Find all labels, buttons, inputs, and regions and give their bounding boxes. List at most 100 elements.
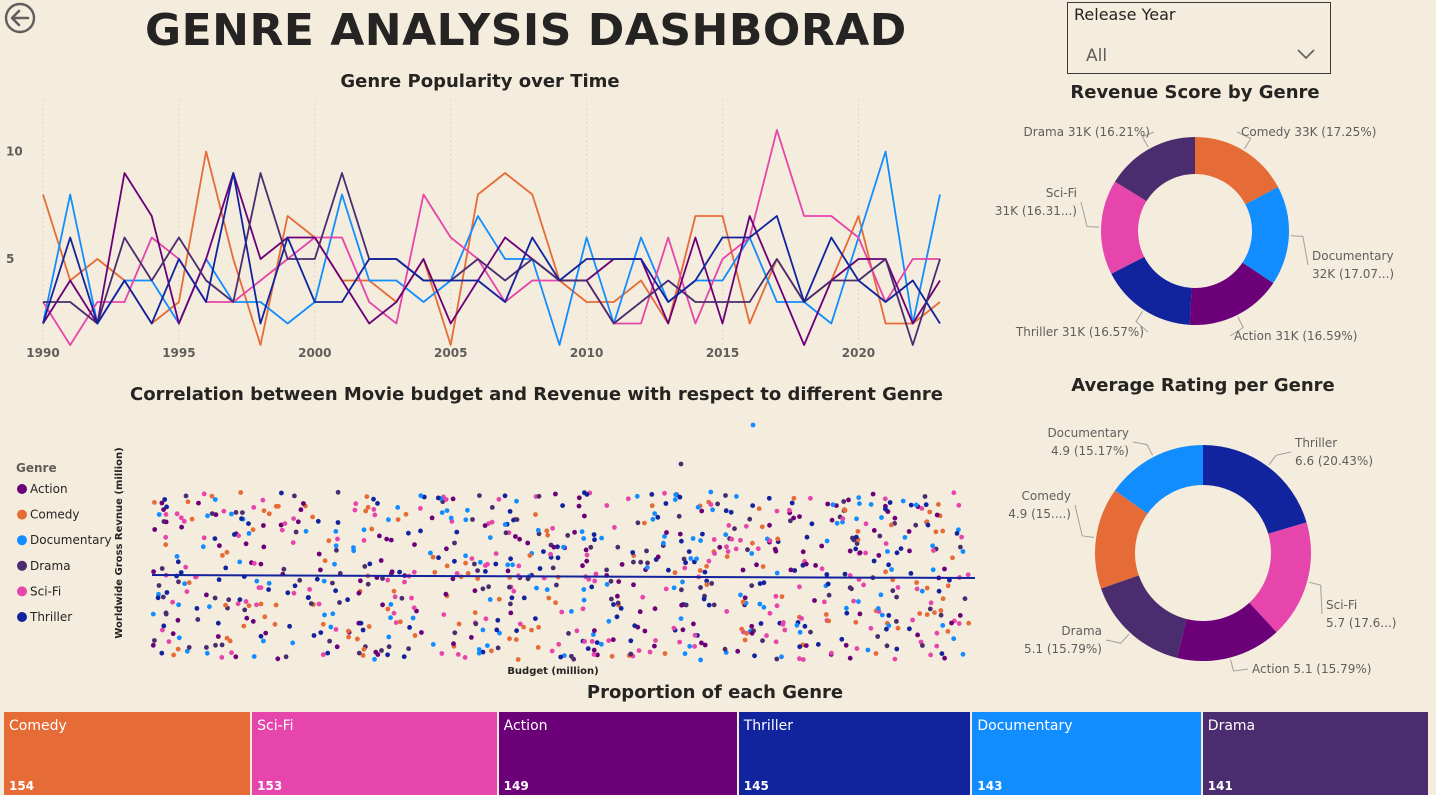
scatter-point bbox=[462, 655, 468, 660]
legend-marker[interactable] bbox=[17, 509, 27, 520]
scatter-point bbox=[842, 508, 848, 513]
treemap-tile-comedy[interactable]: Comedy 154 bbox=[4, 712, 253, 795]
scatter-point bbox=[439, 651, 445, 656]
scatter-point bbox=[886, 623, 892, 628]
scatter-point bbox=[246, 521, 251, 526]
scatter-point bbox=[392, 594, 398, 600]
donut-slice-action bbox=[1189, 262, 1274, 325]
scatter-point bbox=[649, 492, 655, 497]
scatter-point bbox=[362, 564, 368, 569]
legend-item-documentary[interactable]: Documentary bbox=[30, 533, 112, 547]
scatter-point bbox=[580, 563, 585, 569]
scatter-point bbox=[847, 548, 853, 554]
treemap-title: Proportion of each Genre bbox=[586, 682, 844, 703]
scatter-point bbox=[824, 538, 830, 544]
scatter-point bbox=[514, 517, 520, 522]
scatter-point bbox=[226, 597, 232, 603]
scatter-point bbox=[890, 588, 896, 594]
scatter-point bbox=[316, 601, 322, 607]
scatter-point bbox=[679, 602, 684, 608]
scatter-point bbox=[936, 502, 941, 507]
scatter-point bbox=[469, 635, 474, 640]
scatter-point bbox=[853, 619, 859, 625]
scatter-point bbox=[960, 651, 966, 657]
scatter-point bbox=[480, 627, 486, 633]
scatter-point bbox=[213, 512, 219, 518]
scatter-point bbox=[959, 534, 964, 540]
legend-marker[interactable] bbox=[17, 586, 27, 597]
treemap-tile-thriller[interactable]: Thriller 145 bbox=[738, 712, 973, 795]
scatter-point bbox=[803, 561, 809, 567]
scatter-point bbox=[279, 527, 285, 533]
back-arrow-icon[interactable] bbox=[4, 2, 36, 34]
scatter-point bbox=[965, 572, 971, 578]
slicer-selected-value[interactable]: All bbox=[1086, 46, 1108, 66]
scatter-point bbox=[884, 643, 890, 649]
legend-marker[interactable] bbox=[17, 560, 27, 571]
scatter-point bbox=[708, 489, 714, 495]
scatter-point bbox=[333, 529, 339, 534]
scatter-point bbox=[631, 582, 636, 588]
scatter-point bbox=[711, 602, 717, 608]
scatter-point bbox=[740, 567, 746, 573]
scatter-point bbox=[183, 564, 189, 570]
scatter-point bbox=[345, 597, 350, 603]
scatter-point bbox=[355, 636, 360, 642]
treemap-tile-sci-fi[interactable]: Sci-Fi 153 bbox=[252, 712, 499, 795]
scatter-point bbox=[680, 579, 685, 585]
scatter-point bbox=[663, 586, 669, 592]
scatter-point bbox=[688, 556, 694, 561]
scatter-point bbox=[956, 527, 961, 533]
legend-item-action[interactable]: Action bbox=[30, 482, 68, 496]
scatter-point bbox=[857, 501, 862, 506]
scatter-point bbox=[450, 576, 456, 582]
scatter-point bbox=[839, 636, 845, 642]
scatter-point bbox=[182, 581, 188, 587]
scatter-point bbox=[151, 569, 157, 575]
legend-item-sci-fi[interactable]: Sci-Fi bbox=[30, 584, 61, 598]
release-year-slicer[interactable]: Release Year All bbox=[1067, 2, 1331, 74]
legend-item-thriller[interactable]: Thriller bbox=[29, 610, 72, 624]
scatter-point bbox=[393, 620, 399, 625]
scatter-point bbox=[780, 622, 786, 627]
scatter-point bbox=[900, 498, 906, 504]
scatter-point bbox=[936, 588, 942, 594]
treemap-tile-action[interactable]: Action 149 bbox=[498, 712, 739, 795]
y-axis-title: Worldwide Gross Revnue (million) bbox=[114, 447, 125, 638]
legend-marker[interactable] bbox=[17, 535, 27, 546]
scatter-point bbox=[451, 641, 456, 647]
treemap-tile-drama[interactable]: Drama 141 bbox=[1202, 712, 1430, 795]
scatter-point bbox=[644, 565, 650, 570]
scatter-point bbox=[456, 621, 462, 627]
scatter-point bbox=[379, 648, 384, 653]
scatter-point bbox=[815, 642, 821, 647]
scatter-point bbox=[631, 559, 636, 565]
y-tick-label: 5 bbox=[6, 252, 14, 266]
scatter-point bbox=[308, 601, 314, 606]
legend-item-comedy[interactable]: Comedy bbox=[30, 508, 80, 522]
legend-item-drama[interactable]: Drama bbox=[30, 559, 71, 573]
scatter-point bbox=[888, 522, 894, 528]
scatter-point bbox=[883, 541, 889, 546]
scatter-point bbox=[175, 617, 181, 623]
scatter-point bbox=[615, 544, 621, 550]
legend-marker[interactable] bbox=[17, 612, 27, 622]
scatter-point bbox=[616, 579, 622, 584]
legend-marker[interactable] bbox=[17, 484, 27, 494]
scatter-point bbox=[851, 598, 856, 604]
treemap-tile-documentary[interactable]: Documentary 143 bbox=[972, 712, 1203, 795]
scatter-point bbox=[924, 585, 930, 591]
donut-label: Thriller bbox=[1294, 436, 1337, 450]
scatter-point bbox=[204, 650, 210, 656]
scatter-point bbox=[750, 540, 755, 546]
scatter-point bbox=[950, 555, 955, 561]
scatter-point bbox=[636, 648, 642, 653]
scatter-point bbox=[850, 535, 855, 541]
scatter-point bbox=[844, 605, 849, 611]
scatter-point bbox=[676, 513, 682, 519]
scatter-point bbox=[366, 624, 372, 629]
scatter-point bbox=[258, 561, 264, 567]
chevron-down-icon[interactable] bbox=[1296, 47, 1316, 61]
scatter-point bbox=[243, 599, 249, 604]
scatter-point bbox=[774, 656, 780, 662]
